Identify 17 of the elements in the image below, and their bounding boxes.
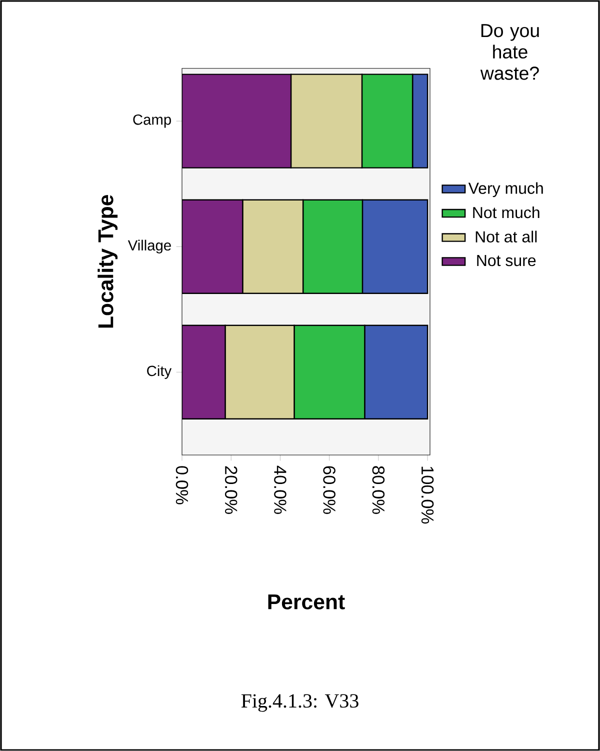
x-axis-title: Percent — [268, 594, 345, 610]
legend-label: Not much — [473, 206, 540, 218]
legend-label: Not sure — [477, 254, 536, 266]
x-tick-label: 40.0% — [274, 466, 286, 514]
legend-label: Very much — [468, 182, 543, 198]
x-tick-label: 20.0% — [224, 466, 238, 514]
x-tick-label: 0.0% — [176, 466, 188, 504]
x-tick-label: 100.0% — [421, 466, 434, 524]
x-tick-label: 60.0% — [323, 466, 336, 514]
legend-title: Do you hate waste? — [480, 24, 539, 80]
legend-label: Not at all — [476, 230, 537, 242]
y-tick-label: City — [147, 365, 172, 379]
y-axis-title: Locality Type — [98, 195, 118, 328]
y-tick-label: Village — [128, 240, 171, 254]
caption: Fig.4.1.3: V33 — [241, 694, 358, 712]
y-tick-label: Camp — [133, 114, 171, 128]
x-tick-label: 80.0% — [372, 466, 385, 514]
